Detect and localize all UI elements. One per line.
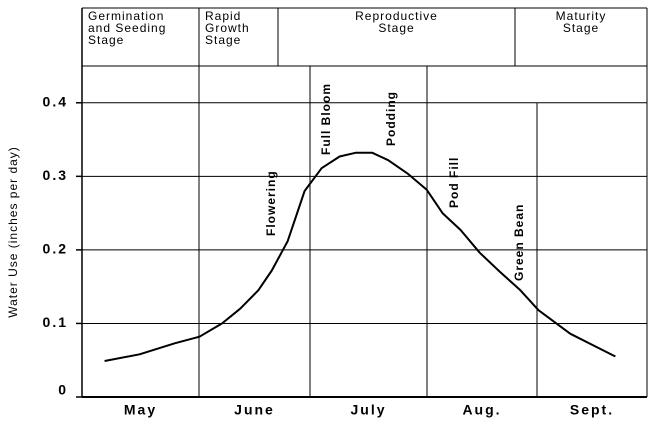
water-use-line <box>104 151 616 362</box>
y-tick-label: 0.3 <box>43 167 68 183</box>
stage-annotation: Pod Fill <box>447 157 461 208</box>
x-tick-label: May <box>124 402 157 418</box>
x-tick-label: Aug. <box>462 402 501 418</box>
stage-label: Rapid <box>205 9 241 23</box>
x-tick-label: Sept. <box>570 402 614 418</box>
stage-label: Maturity <box>556 9 607 23</box>
stage-annotation: Podding <box>384 91 398 146</box>
stage-annotation: Green Bean <box>512 204 526 281</box>
stage-annotation: Flowering <box>264 170 278 236</box>
stage-label: Stage <box>563 21 599 35</box>
x-tick-label: June <box>234 402 275 418</box>
y-tick-label: 0.1 <box>43 314 68 330</box>
stage-label: Stage <box>88 33 124 47</box>
y-tick-label: 0.4 <box>43 93 68 109</box>
x-tick-label: July <box>350 402 386 418</box>
stage-label: Stage <box>205 33 241 47</box>
y-tick-label: 0 <box>58 382 68 398</box>
stage-label: Stage <box>378 21 414 35</box>
stage-label: Reproductive <box>355 9 438 23</box>
stage-annotation: Full Bloom <box>319 83 333 155</box>
y-axis-label: Water Use (inches per day) <box>6 146 20 318</box>
stage-label: Growth <box>205 21 250 35</box>
stage-label: and Seeding <box>88 21 166 35</box>
y-tick-label: 0.2 <box>43 241 68 257</box>
stage-label: Germination <box>88 9 164 23</box>
